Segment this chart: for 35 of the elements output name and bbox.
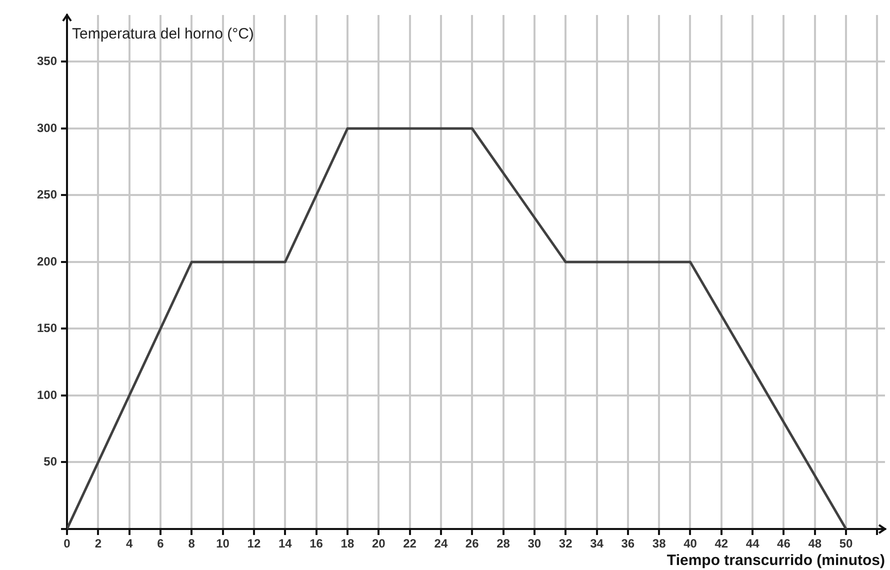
x-tick-label: 20 [372, 536, 386, 551]
y-axis-title: Temperatura del horno (°C) [72, 26, 254, 43]
x-tick-label: 34 [590, 536, 604, 551]
x-tick-label: 10 [216, 536, 230, 551]
x-tick-label: 16 [310, 536, 324, 551]
x-axis-title: Tiempo transcurrido (minutos) [666, 552, 885, 570]
x-tick-label: 0 [64, 536, 71, 551]
x-tick-label: 12 [247, 536, 261, 551]
x-tick-label: 30 [528, 536, 542, 551]
y-tick-label: 50 [44, 454, 58, 469]
x-tick-label: 32 [558, 536, 573, 551]
y-tick-label: 100 [36, 388, 58, 402]
x-tick-label: 4 [126, 536, 133, 551]
y-tick-label: 250 [36, 188, 58, 202]
x-tick-label: 2 [94, 536, 102, 551]
y-tick-label: 150 [36, 321, 58, 336]
x-tick-label: 22 [403, 536, 417, 551]
x-tick-label: 40 [684, 536, 698, 551]
x-tick-label: 24 [434, 536, 448, 551]
y-tick-label: 350 [36, 54, 58, 68]
x-tick-label: 14 [278, 536, 292, 551]
x-tick-label: 48 [808, 536, 822, 551]
x-tick-label: 36 [621, 536, 635, 551]
x-tick-label: 28 [496, 536, 510, 551]
x-tick-label: 38 [652, 536, 666, 551]
x-tick-label: 26 [465, 536, 480, 551]
x-tick-label: 18 [340, 536, 354, 551]
x-tick-label: 50 [839, 536, 854, 551]
y-tick-label: 200 [36, 254, 58, 268]
x-tick-label: 8 [188, 536, 196, 551]
y-tick-label: 300 [36, 120, 58, 135]
x-tick-label: 44 [746, 536, 760, 551]
x-tick-label: 46 [777, 536, 791, 551]
x-tick-label: 6 [157, 536, 164, 551]
x-tick-label: 42 [714, 536, 728, 551]
